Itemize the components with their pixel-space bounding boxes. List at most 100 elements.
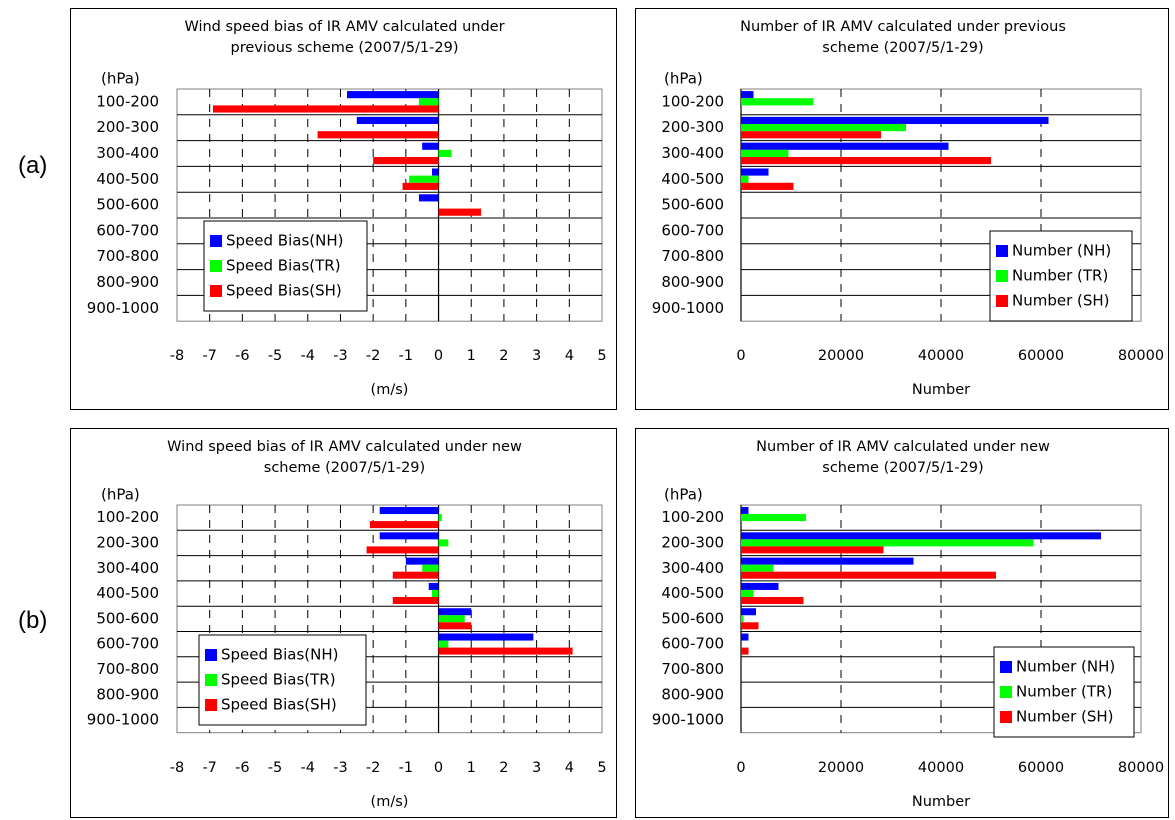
x-tick-label: 60000 [1018, 760, 1064, 776]
bar [438, 149, 452, 157]
x-tick-label: -6 [235, 348, 249, 364]
bar [422, 564, 439, 572]
bar [438, 208, 482, 216]
bar [373, 156, 439, 165]
category-label: 700-800 [96, 247, 159, 265]
x-tick-label: -1 [399, 760, 413, 776]
bar [741, 116, 1049, 125]
bar [438, 640, 449, 648]
x-tick-label: 2 [499, 348, 508, 364]
x-axis-label: (m/s) [371, 794, 409, 810]
x-tick-label: 3 [532, 348, 541, 364]
legend-label: Speed Bias(SH) [221, 696, 337, 714]
bar [741, 615, 744, 623]
legend-swatch [1000, 686, 1012, 698]
category-label: 100-200 [661, 508, 724, 526]
x-tick-label: -7 [202, 348, 216, 364]
category-label: 600-700 [96, 221, 159, 239]
x-tick-label: 1 [467, 348, 476, 364]
x-tick-label: -4 [301, 348, 315, 364]
category-label: 100-200 [661, 92, 724, 110]
legend-swatch [205, 699, 217, 711]
category-label: 900-1000 [652, 299, 724, 317]
bar [438, 633, 534, 641]
bar [741, 175, 749, 183]
legend-label: Speed Bias(NH) [221, 646, 338, 664]
bar [741, 546, 884, 554]
legend-label: Number (SH) [1012, 292, 1110, 310]
x-axis-label: Number [912, 382, 970, 398]
x-tick-label: -3 [333, 760, 347, 776]
chart-title-line: scheme (2007/5/1-29) [822, 40, 983, 56]
legend-swatch [1000, 661, 1012, 673]
category-label: 600-700 [96, 635, 159, 653]
x-tick-label: 5 [597, 760, 606, 776]
legend-swatch [205, 674, 217, 686]
bar [347, 91, 439, 99]
legend-swatch [1000, 711, 1012, 723]
bar [741, 608, 756, 616]
legend-label: Number (NH) [1016, 658, 1115, 676]
category-label: 800-900 [661, 273, 724, 291]
chart-title-line: Number of IR AMV calculated under new [756, 439, 1050, 455]
x-tick-label: -2 [366, 760, 380, 776]
category-label: 700-800 [96, 660, 159, 678]
x-tick-label: 4 [565, 760, 574, 776]
bar [741, 582, 779, 590]
legend-label: Speed Bias(TR) [221, 671, 336, 689]
category-label: 800-900 [661, 685, 724, 703]
bar [428, 582, 439, 590]
legend-label: Speed Bias(SH) [226, 282, 342, 300]
chart-bias-new: Wind speed bias of IR AMV calculated und… [87, 439, 607, 810]
x-tick-label: 60000 [1018, 348, 1064, 364]
legend-label: Speed Bias(TR) [226, 257, 341, 275]
category-label: 300-400 [661, 144, 724, 162]
bar [741, 571, 996, 579]
x-axis-label: Number [912, 794, 970, 810]
bar [741, 98, 814, 106]
chart-title-line: Wind speed bias of IR AMV calculated und… [184, 19, 504, 35]
category-label: 500-600 [661, 609, 724, 627]
x-tick-label: 20000 [818, 760, 864, 776]
category-label: 400-500 [661, 584, 724, 602]
category-label: 400-500 [661, 170, 724, 188]
legend-swatch [210, 260, 222, 272]
bar [741, 91, 754, 99]
category-label: 200-300 [96, 533, 159, 551]
chart-title-line: scheme (2007/5/1-29) [822, 460, 983, 476]
legend-box [198, 634, 367, 726]
chart-number-new: Number of IR AMV calculated under new sch… [652, 439, 1164, 810]
bar [438, 539, 449, 547]
x-tick-label: 40000 [918, 760, 964, 776]
legend-swatch [996, 270, 1008, 282]
bar [438, 615, 465, 623]
unit-label: (hPa) [101, 486, 140, 504]
x-tick-label: 80000 [1118, 348, 1164, 364]
category-label: 100-200 [96, 92, 159, 110]
legend-label: Number (SH) [1016, 708, 1114, 726]
chart-title-line: previous scheme (2007/5/1-29) [230, 40, 458, 56]
x-tick-label: 3 [532, 760, 541, 776]
category-label: 400-500 [96, 170, 159, 188]
x-tick-label: -3 [333, 348, 347, 364]
bar [432, 168, 439, 176]
category-label: 200-300 [96, 118, 159, 136]
category-label: 700-800 [661, 660, 724, 678]
bar [418, 98, 439, 106]
panel-bias-new: Wind speed bias of IR AMV calculated und… [70, 428, 617, 818]
category-label: 900-1000 [87, 711, 159, 729]
legend-label: Number (TR) [1016, 683, 1112, 701]
chart-number-previous: Number of IR AMV calculated under previo… [652, 19, 1164, 398]
legend-label: Number (TR) [1012, 267, 1108, 285]
bar [741, 168, 769, 176]
bar [438, 608, 472, 616]
bar [432, 589, 439, 597]
bar [741, 564, 774, 572]
x-tick-label: -1 [399, 348, 413, 364]
category-label: 400-500 [96, 584, 159, 602]
x-tick-label: 0 [736, 348, 745, 364]
category-label: 900-1000 [652, 711, 724, 729]
bar [438, 622, 472, 630]
legend-label: Speed Bias(NH) [226, 232, 343, 250]
bar [369, 521, 439, 529]
